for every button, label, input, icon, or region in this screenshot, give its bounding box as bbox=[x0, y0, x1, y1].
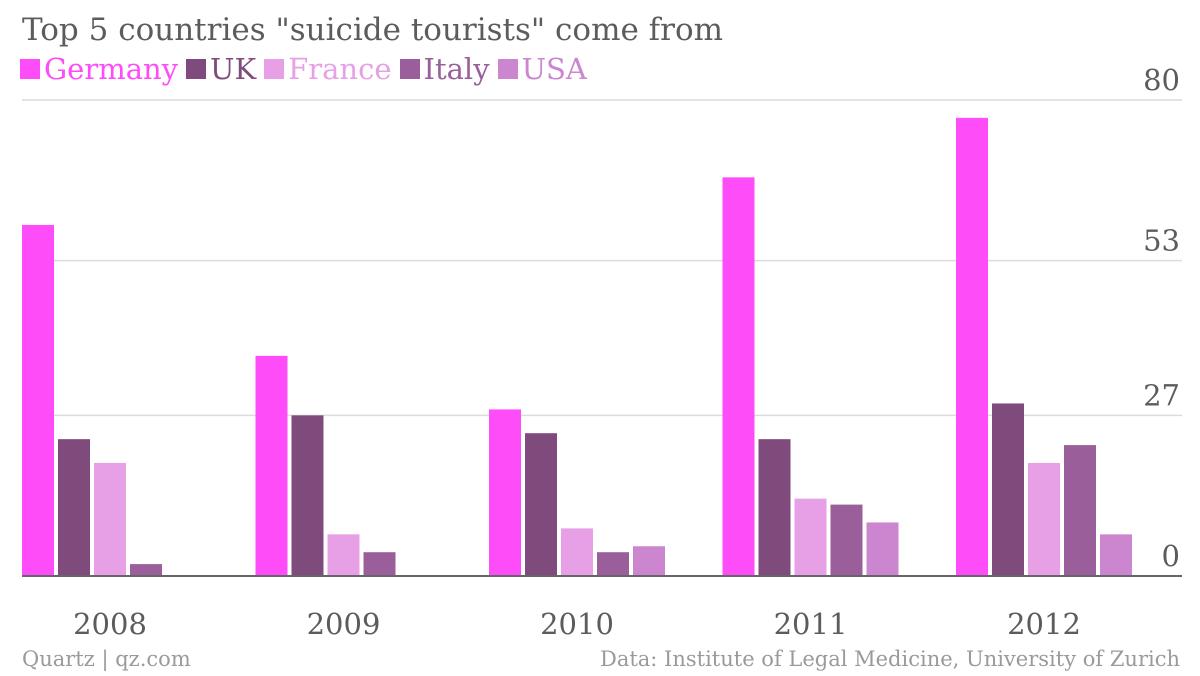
legend-item-uk: UK bbox=[186, 52, 256, 86]
legend-label: France bbox=[288, 52, 392, 86]
bar-france-2011 bbox=[794, 498, 827, 576]
bar-germany-2010 bbox=[489, 409, 521, 576]
legend-swatch bbox=[264, 59, 285, 79]
legend-label: Italy bbox=[423, 52, 490, 86]
bar-france-2010 bbox=[561, 528, 593, 576]
x-tick-label: 2010 bbox=[540, 607, 614, 641]
legend-swatch bbox=[186, 59, 207, 79]
bar-germany-2009 bbox=[255, 355, 288, 576]
bar-usa-2010 bbox=[633, 546, 665, 576]
y-tick-label: 53 bbox=[1143, 224, 1180, 258]
x-tick-label: 2012 bbox=[1007, 607, 1081, 641]
bar-italy-2012 bbox=[1064, 445, 1096, 576]
chart-title: Top 5 countries "suicide tourists" come … bbox=[22, 12, 724, 48]
x-tick-label: 2009 bbox=[307, 607, 381, 641]
bar-usa-2011 bbox=[866, 522, 899, 576]
bar-italy-2010 bbox=[597, 552, 629, 576]
bar-germany-2012 bbox=[956, 117, 988, 576]
bar-uk-2012 bbox=[992, 403, 1024, 576]
legend-label: USA bbox=[521, 52, 587, 86]
legend-label: Germany bbox=[44, 52, 179, 86]
legend-item-usa: USA bbox=[497, 52, 587, 86]
y-tick-label: 27 bbox=[1143, 378, 1180, 412]
legend-swatch bbox=[399, 59, 420, 79]
bar-germany-2011 bbox=[722, 177, 755, 576]
chart-legend: Germany UK France Italy USA bbox=[20, 52, 595, 86]
bar-uk-2009 bbox=[291, 415, 324, 576]
source-credit: Quartz | qz.com bbox=[22, 647, 191, 671]
bar-uk-2008 bbox=[58, 439, 90, 576]
bar-italy-2011 bbox=[830, 504, 863, 576]
y-tick-label: 0 bbox=[1162, 539, 1180, 573]
bar-france-2009 bbox=[327, 534, 360, 576]
y-tick-label: 80 bbox=[1143, 63, 1180, 97]
bar-italy-2008 bbox=[130, 564, 162, 576]
legend-label: UK bbox=[210, 52, 257, 86]
legend-swatch bbox=[497, 59, 518, 79]
bar-germany-2008 bbox=[22, 224, 54, 576]
legend-item-italy: Italy bbox=[399, 52, 490, 86]
legend-item-france: France bbox=[264, 52, 392, 86]
data-source: Data: Institute of Legal Medicine, Unive… bbox=[599, 647, 1180, 671]
bar-usa-2012 bbox=[1100, 534, 1132, 576]
legend-item-germany: Germany bbox=[20, 52, 178, 86]
bar-france-2008 bbox=[94, 462, 126, 576]
bar-uk-2011 bbox=[758, 439, 791, 576]
x-tick-label: 2008 bbox=[73, 607, 147, 641]
bar-uk-2010 bbox=[525, 433, 557, 576]
legend-swatch bbox=[20, 59, 40, 79]
x-tick-label: 2011 bbox=[774, 607, 848, 641]
bar-italy-2009 bbox=[363, 552, 396, 576]
bar-france-2012 bbox=[1028, 462, 1060, 576]
